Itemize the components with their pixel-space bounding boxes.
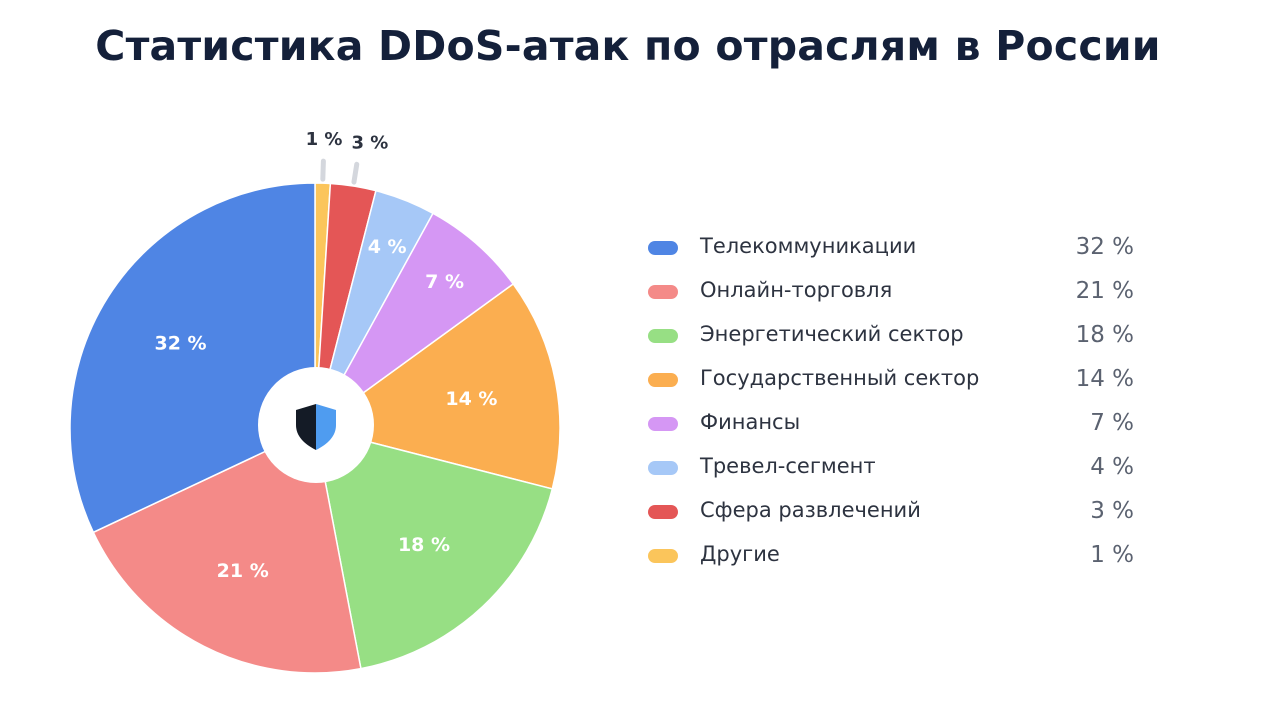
legend-swatch xyxy=(648,329,678,343)
pie-slice xyxy=(69,182,316,534)
legend-item: Финансы 7 % xyxy=(648,408,1138,452)
legend-swatch xyxy=(648,373,678,387)
legend-label: Государственный сектор xyxy=(700,366,980,390)
slice-label: 32 % xyxy=(154,333,206,355)
legend-value: 32 % xyxy=(1075,234,1134,260)
slice-label: 18 % xyxy=(398,534,450,556)
pie-slice xyxy=(313,282,561,490)
leader-line xyxy=(351,161,360,185)
legend-swatch xyxy=(648,505,678,519)
legend-item: Энергетический сектор 18 % xyxy=(648,320,1138,364)
leader-line xyxy=(320,158,326,182)
pie-chart: 1 % 3 % 4 % 7 % 14 % 18 % 21 % 32 % xyxy=(69,129,561,674)
legend-label: Энергетический сектор xyxy=(700,322,964,346)
legend-label: Другие xyxy=(700,542,780,566)
slice-label: 14 % xyxy=(445,388,497,410)
legend-label: Сфера развлечений xyxy=(700,498,921,522)
pie-slice xyxy=(314,426,554,670)
shield-icon xyxy=(296,404,336,450)
legend-swatch xyxy=(648,285,678,299)
legend-swatch xyxy=(648,241,678,255)
legend-item: Телекоммуникации 32 % xyxy=(648,232,1138,276)
legend: Телекоммуникации 32 % Онлайн-торговля 21 % Э… xyxy=(648,232,1138,584)
legend-label: Тревел-сегмент xyxy=(700,454,876,478)
legend-item: Онлайн-торговля 21 % xyxy=(648,276,1138,320)
legend-value: 7 % xyxy=(1090,410,1134,436)
legend-label: Телекоммуникации xyxy=(700,234,917,258)
slice-label: 1 % xyxy=(306,129,343,150)
legend-item: Другие 1 % xyxy=(648,540,1138,584)
legend-label: Финансы xyxy=(700,410,801,434)
legend-value: 14 % xyxy=(1075,366,1134,392)
legend-value: 4 % xyxy=(1090,454,1134,480)
legend-item: Сфера развлечений 3 % xyxy=(648,496,1138,540)
legend-swatch xyxy=(648,417,678,431)
pie-slice xyxy=(92,426,362,674)
legend-swatch xyxy=(648,461,678,475)
legend-item: Государственный сектор 14 % xyxy=(648,364,1138,408)
legend-item: Тревел-сегмент 4 % xyxy=(648,452,1138,496)
legend-value: 18 % xyxy=(1075,322,1134,348)
legend-label: Онлайн-торговля xyxy=(700,278,893,302)
legend-swatch xyxy=(648,549,678,563)
slice-label: 21 % xyxy=(217,560,269,582)
slice-label: 4 % xyxy=(368,236,407,258)
pie-slice xyxy=(314,212,515,429)
slice-label: 7 % xyxy=(425,271,464,293)
legend-value: 3 % xyxy=(1090,498,1134,524)
legend-value: 21 % xyxy=(1075,278,1134,304)
legend-value: 1 % xyxy=(1090,542,1134,568)
slice-label: 3 % xyxy=(351,133,388,154)
chart-title: Статистика DDoS-атак по отраслям в Росси… xyxy=(95,22,1161,70)
